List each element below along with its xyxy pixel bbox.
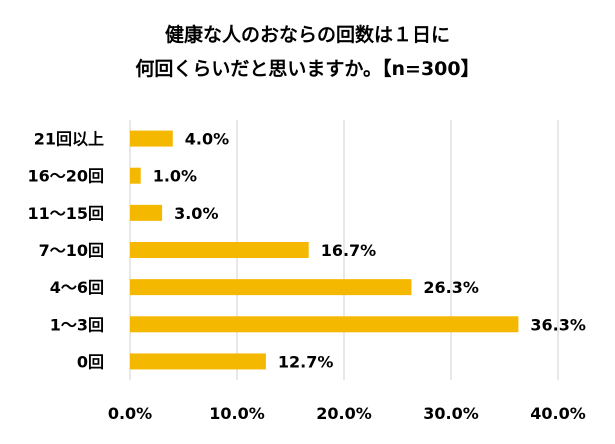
category-label-1: 16～20回 — [27, 167, 104, 186]
category-label-3: 7～10回 — [39, 241, 104, 260]
chart-title-line-1: 健康な人のおならの回数は１日に — [164, 24, 450, 46]
x-tick-label-4: 40.0% — [530, 404, 586, 423]
bar-1 — [130, 167, 141, 184]
x-axis-ticks: 0.0% 10.0% 20.0% 30.0% 40.0% — [108, 404, 586, 423]
data-label-2: 3.0% — [174, 204, 218, 223]
category-labels: 21回以上 16～20回 11～15回 7～10回 4～6回 1～3回 0回 — [27, 130, 104, 372]
x-tick-label-2: 20.0% — [316, 404, 372, 423]
data-label-1: 1.0% — [153, 167, 197, 186]
bar-6 — [130, 353, 266, 370]
data-labels: 4.0% 1.0% 3.0% 16.7% 26.3% 36.3% 12.7% — [153, 130, 586, 372]
x-tick-label-3: 30.0% — [423, 404, 479, 423]
bar-3 — [130, 242, 309, 258]
category-label-4: 4～6回 — [50, 278, 104, 297]
category-label-6: 0回 — [77, 352, 104, 371]
data-label-3: 16.7% — [321, 241, 377, 260]
x-tick-label-1: 10.0% — [209, 404, 265, 423]
data-label-4: 26.3% — [423, 278, 479, 297]
x-tick-label-0: 0.0% — [108, 404, 152, 423]
bar-4 — [130, 279, 412, 296]
category-label-2: 11～15回 — [27, 204, 104, 223]
bars — [130, 130, 519, 370]
data-label-0: 4.0% — [185, 130, 229, 149]
data-label-5: 36.3% — [530, 315, 586, 334]
bar-0 — [130, 130, 173, 147]
chart-title-line-2: 何回くらいだと思いますか。【n=300】 — [135, 58, 480, 80]
bar-2 — [130, 204, 163, 221]
bar-5 — [130, 316, 519, 333]
category-label-5: 1～3回 — [50, 315, 104, 334]
data-label-6: 12.7% — [278, 352, 334, 371]
category-label-0: 21回以上 — [34, 130, 104, 149]
chart-title: 健康な人のおならの回数は１日に 何回くらいだと思いますか。【n=300】 — [0, 18, 615, 86]
